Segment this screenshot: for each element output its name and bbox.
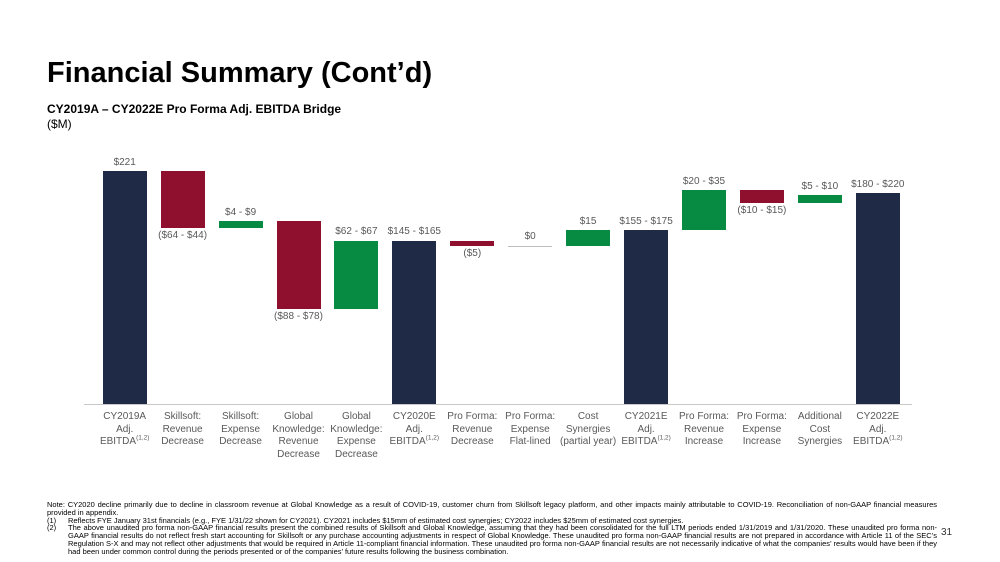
page-number: 31 [941,527,953,538]
bar-value-label: $5 - $10 [801,180,839,192]
bar-value-label: $0 [524,231,536,243]
bar-category-label: CY2019A Adj. EBITDA(1,2) [99,411,150,447]
page-title: Financial Summary (Cont’d) [47,57,433,89]
bar-value-label: $20 - $35 [682,175,726,187]
bar-category-label: Global Knowledge: Revenue Decrease [272,411,325,460]
waterfall-bar [566,230,611,246]
footnote-text: The above unaudited pro forma non-GAAP f… [68,523,937,556]
bar-value-label: $62 - $67 [335,226,378,238]
waterfall-bar [160,171,205,228]
bar-value-label: ($64 - $44) [158,230,208,241]
footnotes: Note: CY2020 decline primarily due to de… [47,501,937,556]
bar-value-label: $180 - $220 [851,178,905,190]
waterfall-bar [450,240,495,246]
bar-category-label: CY2021E Adj. EBITDA(1,2) [621,411,671,447]
footnote-text: Reflects FYE January 31st financials (e.… [68,515,684,525]
bar-value-label: $15 [579,215,597,227]
footnote-item: (1) Reflects FYE January 31st financials… [47,515,937,525]
waterfall-bar [218,221,263,228]
bar-value-label: $221 [113,156,136,168]
bar-category-label: Additional Cost Synergies [797,411,843,447]
bar-value-label: $155 - $175 [619,215,673,227]
waterfall-bar [682,190,726,231]
x-axis-line [84,404,912,405]
footnote-number: (2) [47,523,57,533]
chart-title: CY2019A – CY2022E Pro Forma Adj. EBITDA … [47,102,342,116]
bar-category-label: Skillsoft: Expense Decrease [219,411,262,447]
footnote-number: (1) [47,515,57,525]
footnote-item: (2) The above unaudited pro forma non-GA… [47,524,937,555]
bar-category-label: CY2022E Adj. EBITDA(1,2) [853,411,903,447]
waterfall-bar [102,171,147,404]
waterfall-bar [334,240,379,309]
bar-category-label: Pro Forma: Expense Increase [736,411,787,447]
waterfall-bar [276,221,321,309]
bar-value-label: ($5) [463,247,482,259]
waterfall-bar [624,230,669,404]
bar-category-label: CY2020E Adj. EBITDA(1,2) [389,411,440,447]
bar-category-label: Pro Forma: Revenue Decrease [447,411,498,447]
bar-value-label: ($88 - $78) [274,310,323,322]
waterfall-bar [508,245,553,247]
bar-category-label: Skillsoft: Revenue Decrease [161,411,204,447]
bar-value-label: $145 - $165 [387,226,441,238]
bar-value-label: ($10 - $15) [737,205,787,217]
waterfall-bar [855,193,900,404]
waterfall-bar [797,195,842,204]
bar-value-label: $4 - $9 [225,206,257,218]
waterfall-bar [739,190,784,204]
bar-category-label: Cost Synergies (partial year) [560,411,617,447]
bar-category-label: Pro Forma: Expense Flat-lined [505,411,556,447]
chart-unit-label: ($M) [47,117,72,131]
bar-category-label: Pro Forma: Revenue Increase [678,411,729,447]
bar-category-label: Global Knowledge: Expense Decrease [330,411,383,460]
waterfall-bar [392,240,437,404]
footnote-note: Note: CY2020 decline primarily due to de… [47,500,937,517]
